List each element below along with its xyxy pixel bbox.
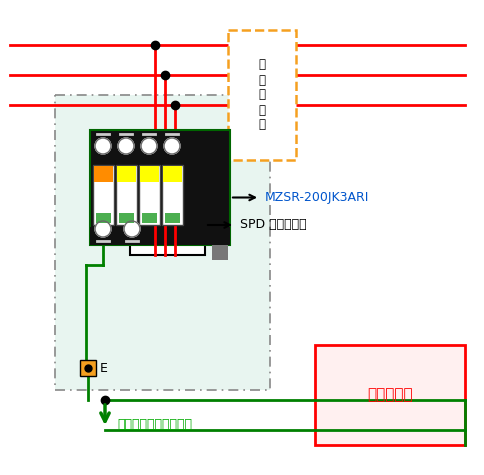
- Bar: [55, 95, 270, 390]
- Bar: [116, 165, 136, 225]
- Bar: [96, 213, 111, 223]
- Bar: [119, 213, 134, 223]
- Text: 被保護機器: 被保護機器: [366, 388, 412, 402]
- Bar: [80, 360, 96, 376]
- Text: ボンディング用バーへ: ボンディング用バーへ: [117, 418, 192, 430]
- Circle shape: [141, 138, 157, 154]
- Text: E: E: [100, 361, 107, 374]
- Text: 漏
電
遮
断
器: 漏 電 遮 断 器: [258, 58, 265, 132]
- Circle shape: [95, 138, 111, 154]
- Bar: [90, 130, 229, 245]
- Bar: [93, 165, 114, 225]
- Text: MZSR-200JK3ARI: MZSR-200JK3ARI: [264, 191, 369, 204]
- Bar: [162, 165, 182, 225]
- Circle shape: [164, 138, 180, 154]
- Bar: [163, 166, 182, 182]
- Bar: [130, 200, 205, 255]
- Bar: [117, 166, 136, 182]
- Bar: [314, 345, 464, 445]
- Bar: [227, 30, 295, 160]
- Bar: [90, 227, 229, 245]
- Bar: [94, 166, 113, 182]
- Circle shape: [95, 221, 111, 237]
- Text: SPD 外部分離器: SPD 外部分離器: [240, 218, 306, 231]
- Bar: [212, 245, 227, 260]
- Bar: [139, 165, 160, 225]
- Circle shape: [118, 138, 134, 154]
- Bar: [140, 166, 159, 182]
- Circle shape: [124, 221, 140, 237]
- Bar: [142, 213, 157, 223]
- Bar: [165, 213, 180, 223]
